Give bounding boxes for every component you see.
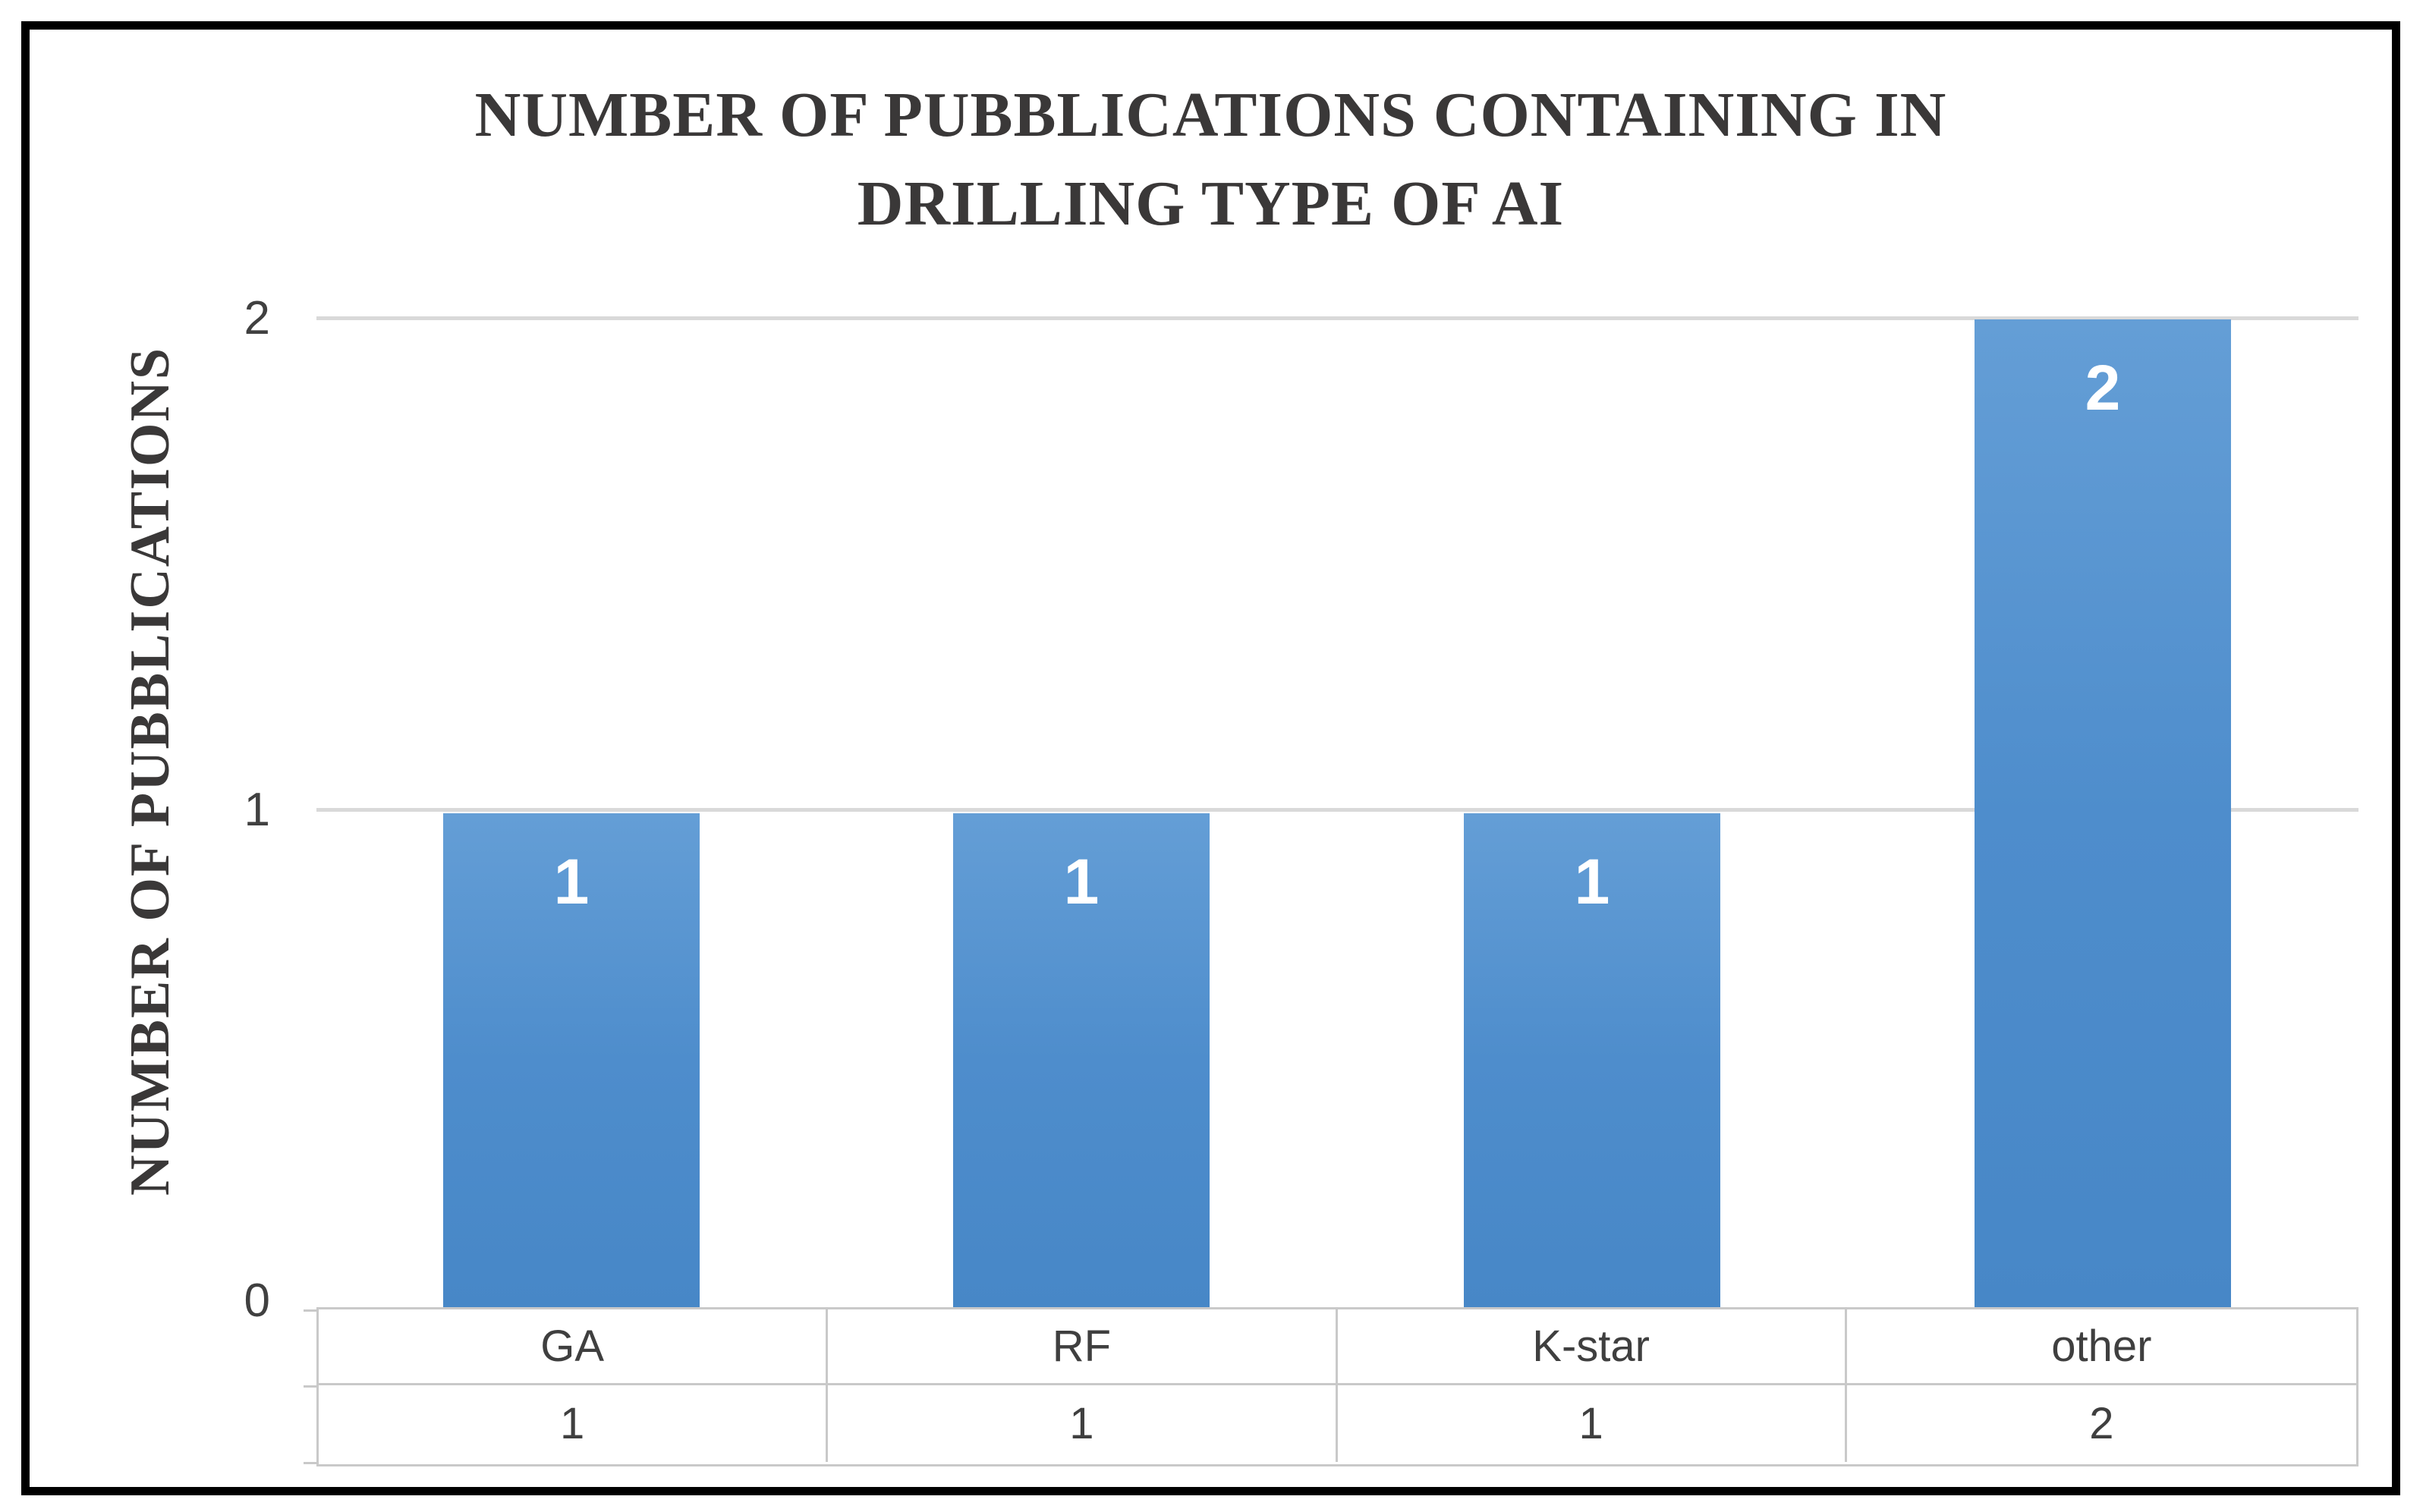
x-axis-data-table: GA RF K-star other 1 1 1 2 (304, 1307, 2358, 1466)
axis-tick-mark (304, 1385, 319, 1388)
y-axis-title: NUMBER OF PUBBLICATIONS (119, 346, 182, 1196)
bar-ga-data-label: 1 (553, 846, 590, 917)
category-label-kstar: K-star (1337, 1309, 1847, 1385)
table-value-other: 2 (2089, 1399, 2114, 1448)
category-label-ga: GA (319, 1309, 829, 1385)
gridline-y2 (316, 316, 2358, 320)
axis-tick-mark (304, 1309, 319, 1312)
y-tick-label-0: 0 (244, 1275, 270, 1327)
table-value-kstar: 1 (1338, 1385, 1847, 1462)
bar-rf-data-label: 1 (1063, 846, 1100, 917)
category-label-rf: RF (828, 1309, 1338, 1385)
y-tick-label-1: 1 (244, 784, 270, 836)
table-value-ga: 1 (319, 1385, 829, 1462)
chart-title: NUMBER OF PUBBLICATIONS CONTAINING IN DR… (30, 71, 2392, 248)
bar-rf: 1 (953, 813, 1210, 1307)
y-axis-title-area: NUMBER OF PUBBLICATIONS (90, 325, 212, 1217)
bar-other: 2 (1975, 319, 2231, 1307)
bar-kstar-data-label: 1 (1574, 846, 1610, 917)
plot-area: 1 1 1 2 (316, 30, 2358, 1307)
category-label-other: other (1846, 1309, 2356, 1385)
bar-other-data-label: 2 (2085, 352, 2121, 423)
gridline-y1 (316, 808, 2358, 812)
chart-title-line-2: DRILLING TYPE OF AI (857, 168, 1565, 239)
table-value-rf: 1 (828, 1385, 1338, 1462)
axis-tick-mark (304, 1462, 319, 1464)
chart-frame-border: NUMBER OF PUBBLICATIONS CONTAINING IN DR… (21, 21, 2400, 1495)
y-tick-label-2: 2 (244, 292, 270, 344)
chart-title-line-1: NUMBER OF PUBBLICATIONS CONTAINING IN (474, 80, 1947, 150)
bar-kstar: 1 (1464, 813, 1720, 1307)
bar-ga: 1 (443, 813, 700, 1307)
